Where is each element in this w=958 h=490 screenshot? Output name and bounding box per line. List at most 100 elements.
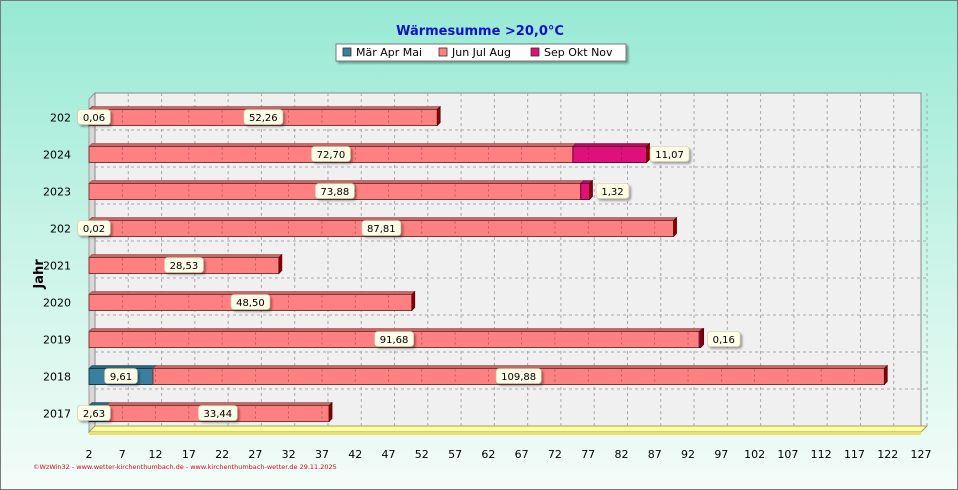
legend-label: Mär Apr Mai: [356, 46, 422, 59]
footer-credit: ©WzWin32 - www.wetter-kirchenthumbach.de…: [33, 463, 337, 471]
legend-swatch: [530, 47, 540, 57]
legend-box: [335, 43, 627, 62]
value-label-box: [495, 368, 542, 384]
x-tick-label: 97: [714, 448, 728, 461]
x-tick-label: 22: [215, 448, 229, 461]
value-label-text: 73,88: [321, 187, 350, 198]
value-label-box: [311, 146, 351, 162]
x-tick-label: 67: [515, 448, 529, 461]
bar-front-face: [572, 146, 648, 163]
bar-end-cap: [278, 253, 283, 275]
bar-front-face: [580, 183, 591, 200]
x-tick-label: 102: [744, 448, 765, 461]
x-tick-label: 117: [844, 448, 865, 461]
x-tick-label: 37: [315, 448, 329, 461]
value-label-box: [374, 331, 414, 347]
x-tick-label: 32: [282, 448, 296, 461]
value-label: 87,81: [361, 220, 402, 236]
value-label: 0,02: [77, 220, 111, 236]
plot-area: 2 7 12 17 22 27 32 37 42 47 52 57 62 67 72 77 82 87 92 97 10…: [43, 91, 932, 461]
value-label-text: 0,02: [83, 224, 105, 235]
year-label: 2020: [43, 297, 71, 310]
bar-end-cap: [328, 401, 333, 423]
value-label-box: [77, 405, 111, 421]
value-label-text: 52,26: [249, 113, 278, 124]
value-label: 33,44: [197, 405, 238, 421]
value-label-text: 28,53: [170, 261, 199, 272]
value-label-box: [315, 183, 355, 199]
x-tick-label: 52: [415, 448, 429, 461]
value-label-box: [649, 146, 690, 162]
value-label: 109,88: [495, 368, 542, 384]
value-label: 1,32: [595, 183, 630, 199]
value-label: 11,07: [649, 146, 690, 162]
legend-swatch: [342, 47, 352, 57]
x-tick-label: 122: [877, 448, 898, 461]
value-label-text: 0,06: [83, 113, 105, 124]
value-label: 0,16: [707, 331, 741, 347]
value-label: 52,26: [243, 109, 284, 125]
value-label-text: 72,70: [317, 150, 346, 161]
value-label: 72,70: [311, 146, 351, 162]
x-tick-label: 17: [182, 448, 196, 461]
year-label: 2021: [43, 260, 71, 273]
bar-end-cap: [673, 216, 677, 238]
value-label: 28,53: [164, 257, 204, 273]
x-tick-label: 82: [614, 448, 628, 461]
year-label: 2019: [43, 334, 71, 347]
value-label-text: 11,07: [655, 150, 684, 161]
x-tick-label: 27: [248, 448, 262, 461]
value-label-box: [595, 183, 630, 199]
value-label-box: [707, 331, 741, 347]
legend: Mär Apr Mai Jun Jul Aug Sep Okt Nov: [335, 43, 627, 62]
bar-end-cap: [589, 179, 593, 201]
x-tick-label: 42: [348, 448, 362, 461]
x-tick-label: 2: [86, 448, 93, 461]
y-axis-label: Jahr: [32, 259, 47, 290]
x-tick-label: 112: [811, 448, 832, 461]
value-label: 48,50: [230, 294, 271, 310]
x-tick-label: 107: [777, 448, 798, 461]
value-label-box: [243, 109, 284, 125]
bar-end-cap: [884, 364, 888, 386]
x-tick-label: 87: [648, 448, 662, 461]
value-label-box: [77, 220, 111, 236]
x-tick-label: 7: [119, 448, 126, 461]
bar-end-cap: [646, 142, 650, 164]
value-label-box: [197, 405, 238, 421]
year-label: 2017: [43, 408, 71, 421]
value-label: 2,63: [77, 405, 111, 421]
legend-swatch: [438, 47, 448, 57]
year-label: 2018: [43, 371, 71, 384]
value-label-text: 1,32: [601, 187, 623, 198]
bar-end-cap: [700, 327, 705, 349]
value-label: 91,68: [374, 331, 414, 347]
value-label-text: 87,81: [367, 224, 396, 235]
x-tick-label: 92: [681, 448, 695, 461]
plot-floor-edge: [89, 432, 921, 435]
value-label-text: 9,61: [110, 372, 132, 383]
x-tick-label: 12: [149, 448, 163, 461]
year-label: 2023: [43, 186, 71, 199]
value-label-text: 33,44: [203, 409, 232, 420]
x-tick-label: 77: [581, 448, 595, 461]
value-label-text: 2,63: [83, 409, 105, 420]
value-label-text: 48,50: [236, 298, 265, 309]
value-label: 73,88: [315, 183, 355, 199]
value-label-text: 0,16: [713, 335, 735, 346]
legend-label: Jun Jul Aug: [451, 46, 511, 59]
value-label: 0,06: [77, 109, 111, 125]
plot-floor: [87, 425, 929, 433]
value-label-box: [104, 368, 138, 384]
year-label: 2024: [43, 149, 71, 162]
x-tick-label: 57: [448, 448, 462, 461]
x-tick-label: 62: [481, 448, 495, 461]
value-label-box: [77, 109, 111, 125]
value-label-text: 91,68: [380, 335, 409, 346]
bar-segment: [572, 143, 651, 163]
value-label-box: [164, 257, 204, 273]
x-tick-label: 127: [911, 448, 932, 461]
bar-end-cap: [411, 290, 416, 312]
